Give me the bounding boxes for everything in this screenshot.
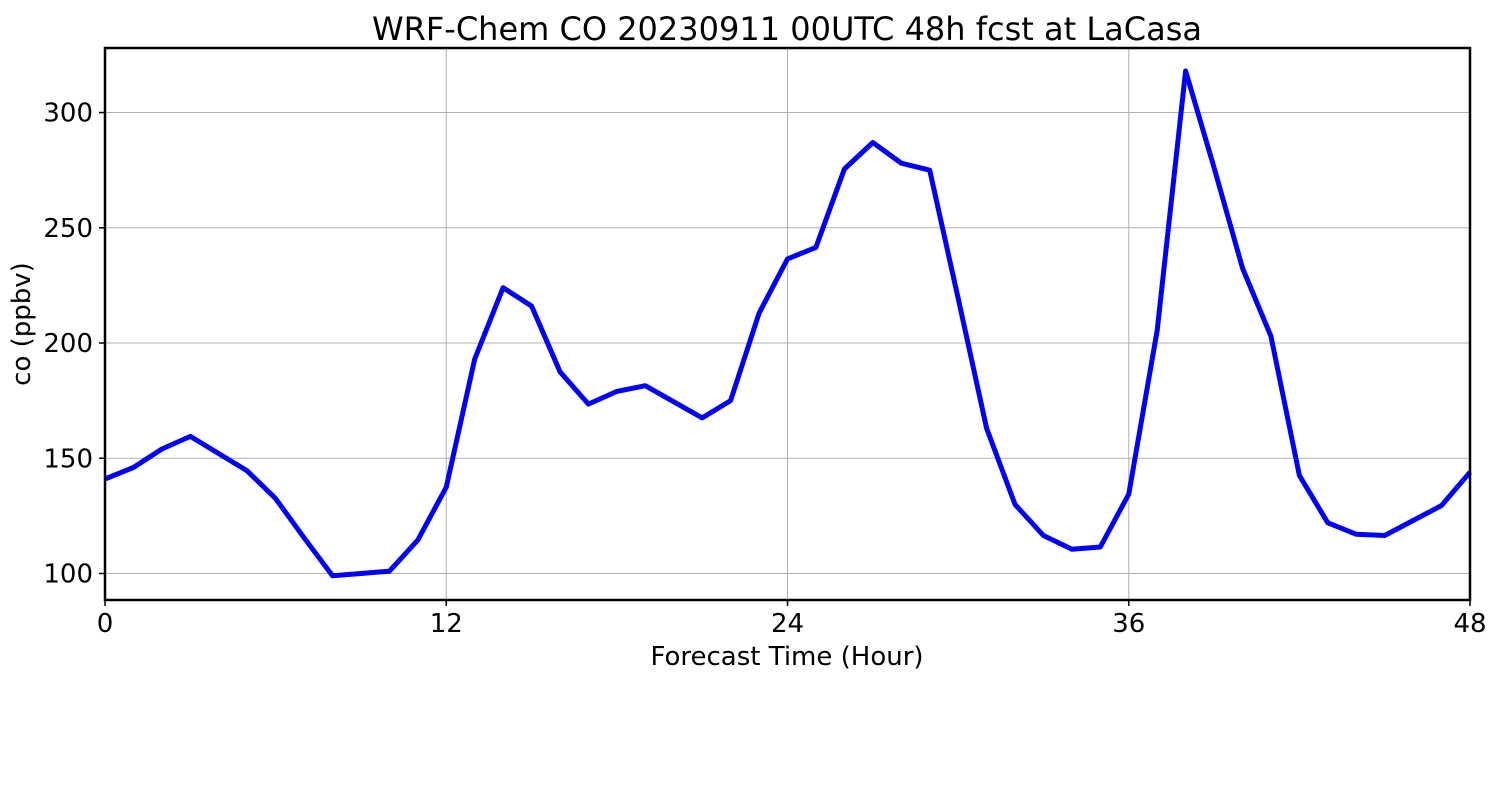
y-tick-label: 150 bbox=[43, 444, 93, 474]
x-tick-label: 36 bbox=[1112, 609, 1145, 639]
x-tick-label: 12 bbox=[430, 609, 463, 639]
y-tick-label: 300 bbox=[43, 99, 93, 129]
series-layer bbox=[104, 68, 1472, 579]
chart-title: WRF-Chem CO 20230911 00UTC 48h fcst at L… bbox=[372, 10, 1202, 48]
ticks: 0 12 24 36 48 100 150 200 250 300 bbox=[43, 99, 1486, 639]
y-tick-label: 200 bbox=[43, 329, 93, 359]
y-axis-label: co (ppbv) bbox=[7, 262, 37, 386]
x-axis-label: Forecast Time (Hour) bbox=[650, 642, 923, 672]
co-series-line bbox=[104, 68, 1472, 579]
x-tick-label: 48 bbox=[1453, 609, 1486, 639]
x-tick-label: 0 bbox=[97, 609, 114, 639]
y-tick-label: 250 bbox=[43, 214, 93, 244]
y-tick-label: 100 bbox=[43, 559, 93, 589]
x-tick-label: 24 bbox=[771, 609, 804, 639]
